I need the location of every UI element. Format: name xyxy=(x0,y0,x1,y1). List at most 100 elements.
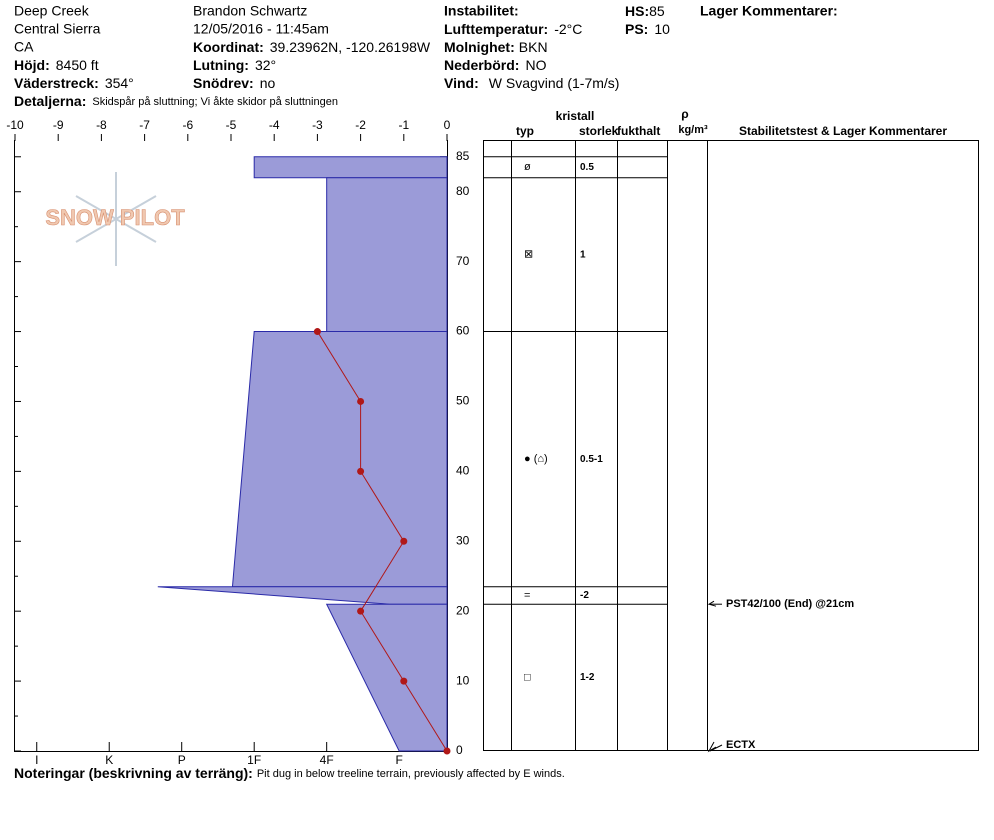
notes-label: Noteringar (beskrivning av terräng): xyxy=(14,765,253,781)
logo-text: SNOW PILOT xyxy=(45,205,185,230)
x-tick-label: -5 xyxy=(226,118,237,132)
field-value: 39.23962N, -120.26198W xyxy=(270,39,431,55)
column-header: ρ xyxy=(681,107,688,121)
y-tick-label: 10 xyxy=(456,673,470,687)
field: Detaljerna: Skidspår på sluttning; Vi åkt… xyxy=(14,93,338,109)
field-value: -2°C xyxy=(554,21,582,37)
column-header: Stabilitetstest & Lager Kommentarer xyxy=(739,124,947,138)
field-label: Väderstreck: xyxy=(14,75,99,91)
test-label: PST42/100 (End) @21cm xyxy=(726,598,854,610)
x-tick-label: -8 xyxy=(96,118,107,132)
column-header: kristall xyxy=(556,109,595,123)
field: Snödrev: no xyxy=(193,75,275,91)
field-value: 354° xyxy=(105,75,134,91)
field-value: no xyxy=(260,75,276,91)
field-value: NO xyxy=(525,57,546,73)
x-tick-label: -1 xyxy=(398,118,409,132)
field-label: PS: xyxy=(625,21,648,37)
field: Lutning: 32° xyxy=(193,57,276,73)
field: Nederbörd: NO xyxy=(444,57,547,73)
grain-size: 1-2 xyxy=(580,672,595,683)
x-tick-label: -3 xyxy=(312,118,323,132)
hardness-layer xyxy=(326,177,448,333)
hardness-tick-label: 4F xyxy=(320,753,334,767)
grain-type: ⊠ xyxy=(524,249,533,261)
x-tick-label: -4 xyxy=(269,118,280,132)
test-arrow xyxy=(709,744,723,752)
observer: Brandon Schwartz xyxy=(193,3,307,19)
field-label: Lutning: xyxy=(193,57,249,73)
field-label: Nederbörd: xyxy=(444,57,519,73)
y-tick-label: 0 xyxy=(456,743,463,757)
temperature-point xyxy=(443,747,451,755)
hardness-layer xyxy=(157,586,448,605)
y-tick-label: 70 xyxy=(456,254,470,268)
hardness-layer xyxy=(325,603,448,752)
field: Molnighet: BKN xyxy=(444,39,548,55)
field-value: Skidspår på sluttning; Vi åkte skidor på… xyxy=(92,96,338,108)
field-value: 10 xyxy=(654,21,670,37)
location: Deep Creek xyxy=(14,3,90,19)
temperature-point xyxy=(357,467,365,475)
temperature-point xyxy=(400,677,408,685)
column-header: fukthalt xyxy=(617,124,660,138)
y-tick-label: 50 xyxy=(456,394,470,408)
grain-size: 1 xyxy=(580,249,586,260)
field-value: 85 xyxy=(649,3,665,19)
field-label: Lufttemperatur: xyxy=(444,21,548,37)
notes-text: Pit dug in below treeline terrain, previ… xyxy=(257,768,565,780)
field-label: Detaljerna: xyxy=(14,93,86,109)
hardness-tick-label: I xyxy=(35,753,38,767)
grain-type: = xyxy=(524,589,530,601)
column-header: storlek xyxy=(579,124,619,138)
field: Koordinat: 39.23962N, -120.26198W xyxy=(193,39,431,55)
hardness-tick-label: 1F xyxy=(247,753,261,767)
x-tick-label: 0 xyxy=(444,118,451,132)
hardness-tick-label: F xyxy=(395,753,402,767)
notes: Noteringar (beskrivning av terräng): Pit … xyxy=(14,765,565,781)
grain-size: -2 xyxy=(580,590,589,601)
field-label: Höjd: xyxy=(14,57,50,73)
location: Central Sierra xyxy=(14,21,101,37)
x-tick-label: -6 xyxy=(182,118,193,132)
field-value: 32° xyxy=(255,57,276,73)
field-label: Instabilitet: xyxy=(444,3,519,19)
field-value: BKN xyxy=(519,39,548,55)
x-tick-label: -2 xyxy=(355,118,366,132)
y-tick-label: 20 xyxy=(456,603,470,617)
field-label: Snödrev: xyxy=(193,75,254,91)
field-label: Vind: xyxy=(444,75,479,91)
y-tick-label: 30 xyxy=(456,533,470,547)
column-header: kg/m³ xyxy=(678,124,708,136)
grain-type: ● (⌂) xyxy=(524,453,548,465)
temperature-point xyxy=(357,607,365,615)
test-label: ECTX xyxy=(726,739,756,751)
field-label: Molnighet: xyxy=(444,39,515,55)
field-label: Lager Kommentarer: xyxy=(700,3,838,19)
field: HS:85 xyxy=(625,3,665,19)
field-label: HS: xyxy=(625,3,649,19)
y-tick-label: 40 xyxy=(456,464,470,478)
location: CA xyxy=(14,39,34,55)
grain-type: □ xyxy=(524,672,531,684)
hardness-layer xyxy=(253,156,448,179)
field-value: W Svagvind (1-7m/s) xyxy=(489,75,620,91)
column-header: typ xyxy=(516,124,534,138)
grain-type: ø xyxy=(524,161,531,173)
field: Vind: W Svagvind (1-7m/s) xyxy=(444,75,619,91)
x-tick-label: -10 xyxy=(6,118,24,132)
field: Höjd: 8450 ft xyxy=(14,57,99,73)
temperature-point xyxy=(313,328,321,336)
x-tick-label: -9 xyxy=(53,118,64,132)
field-label: Koordinat: xyxy=(193,39,264,55)
hardness-tick-label: P xyxy=(178,753,186,767)
test-arrowhead xyxy=(707,600,717,607)
hardness-layer xyxy=(231,331,448,588)
logo xyxy=(75,172,157,266)
y-tick-label: 80 xyxy=(456,184,470,198)
hardness-tick-label: K xyxy=(105,753,113,767)
field: PS: 10 xyxy=(625,21,670,37)
field: Lufttemperatur: -2°C xyxy=(444,21,582,37)
temperature-point xyxy=(357,397,365,405)
